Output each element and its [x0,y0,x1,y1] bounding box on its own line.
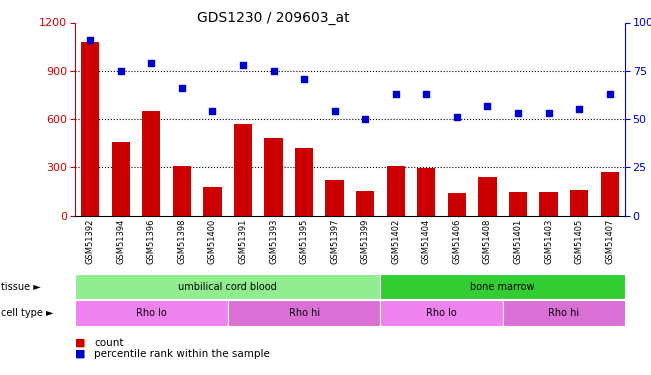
Point [391,91,401,97]
Point [360,116,370,122]
Point [268,68,279,74]
Text: ■: ■ [75,349,85,358]
Point [176,85,187,91]
Bar [264,138,283,216]
Bar [234,124,252,216]
Bar [509,192,527,216]
Text: GDS1230 / 209603_at: GDS1230 / 209603_at [197,11,350,25]
Point [605,91,615,97]
Bar [295,148,313,216]
Bar [417,168,436,216]
Point [482,102,493,108]
Bar [570,190,589,216]
Text: cell type ►: cell type ► [1,308,53,318]
Point [85,37,95,43]
Point [513,110,523,116]
Text: ■: ■ [75,338,85,348]
Point [544,110,554,116]
Point [452,114,462,120]
Bar [173,166,191,216]
Bar [326,180,344,216]
Bar [111,142,130,216]
Text: bone marrow: bone marrow [471,282,535,291]
Bar [81,42,100,216]
Point [329,108,340,114]
Bar [387,166,405,216]
Point [299,75,309,81]
Bar [478,177,497,216]
Text: percentile rank within the sample: percentile rank within the sample [94,349,270,358]
Bar [448,193,466,216]
Point [574,106,585,112]
Bar [540,192,558,216]
Bar [600,172,619,216]
Text: umbilical cord blood: umbilical cord blood [178,282,277,291]
Bar [203,188,221,216]
Point [207,108,217,114]
Bar [142,111,160,216]
Point [115,68,126,74]
Point [146,60,156,66]
Point [238,62,248,68]
Text: Rho hi: Rho hi [548,308,579,318]
Text: Rho hi: Rho hi [288,308,320,318]
Text: tissue ►: tissue ► [1,282,40,291]
Text: count: count [94,338,124,348]
Text: Rho lo: Rho lo [426,308,457,318]
Text: Rho lo: Rho lo [136,308,167,318]
Point [421,91,432,97]
Bar [356,190,374,216]
